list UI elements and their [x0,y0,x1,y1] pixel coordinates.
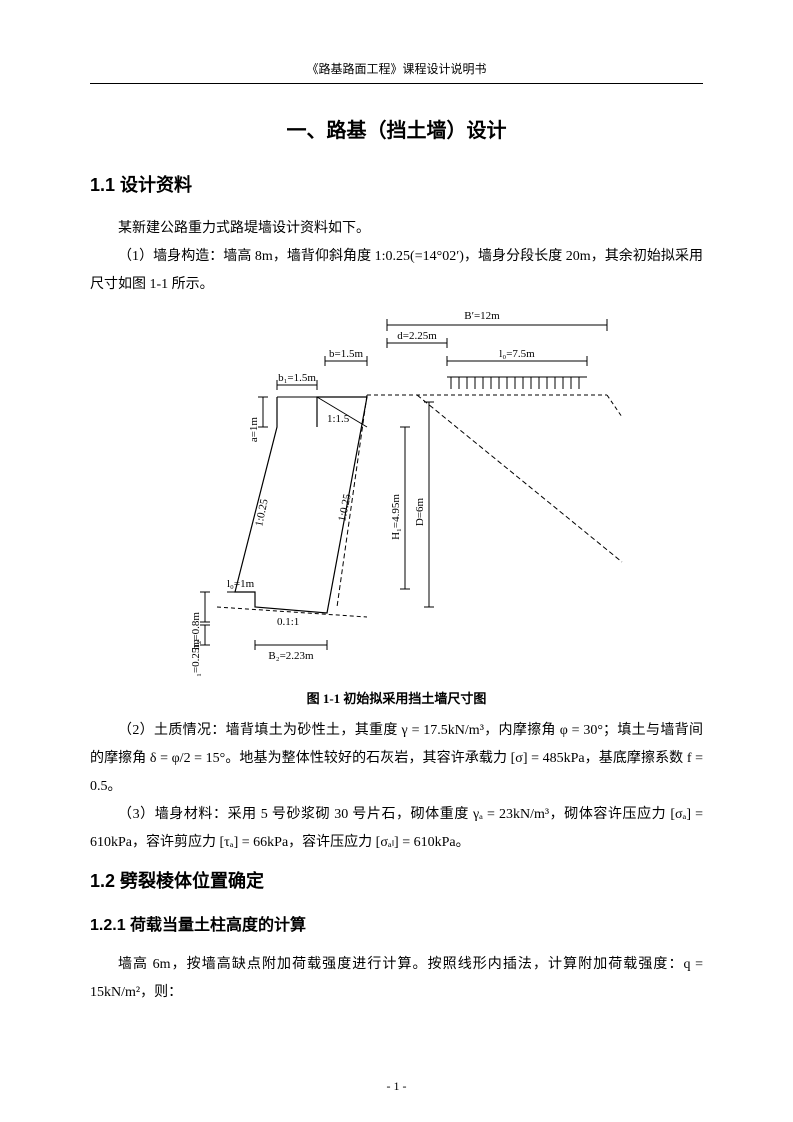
para-item-3: （3）墙身材料：采用 5 号砂浆砌 30 号片石，砌体重度 γₐ = 23kN/… [90,801,703,857]
label-B2: B₂=2.23m [268,650,314,662]
label-D: D=6m [414,497,426,526]
label-Bp: B′=12m [464,310,500,322]
label-slope2: 1:0.25 [253,497,271,527]
figure-1-1-caption: 图 1-1 初始拟采用挡土墙尺寸图 [90,688,703,707]
chapter-title: 一、路基（挡土墙）设计 [90,114,703,143]
section-1-1-heading: 1.1 设计资料 [90,171,703,197]
para-item-1: （1）墙身构造：墙高 8m，墙背仰斜角度 1:0.25(=14°02′)，墙身分… [90,243,703,299]
para-intro: 某新建公路重力式路堤墙设计资料如下。 [90,215,703,243]
label-H: H₁=4.95m [390,494,402,540]
label-d: d=2.25m [397,330,437,342]
para-1-2-1: 墙高 6m，按墙高缺点附加荷载强度进行计算。按照线形内插法，计算附加荷载强度：q… [90,951,703,1007]
label-b1: b₁=1.5m [278,372,316,384]
figure-1-1: B′=12m d=2.25m b=1.5m l₀=7.5m b₁=1.5m a=… [90,307,703,682]
label-b: b=1.5m [328,348,362,360]
label-l0: l₀=7.5m [499,348,535,360]
label-h1: h₁=0.25m [190,639,202,677]
para-item-2: （2）土质情况：墙背填土为砂性土，其重度 γ = 17.5kN/m³，内摩擦角 … [90,717,703,801]
page-number: - 1 - [0,1079,793,1094]
page-header: 《路基路面工程》课程设计说明书 [90,60,703,84]
label-toe: l₀=1m [227,578,255,590]
section-1-2-1-heading: 1.2.1 荷载当量土柱高度的计算 [90,911,703,935]
section-1-2-heading: 1.2 劈裂棱体位置确定 [90,867,703,893]
label-a: a=1m [248,417,260,443]
label-base: 0.1:1 [277,616,299,628]
